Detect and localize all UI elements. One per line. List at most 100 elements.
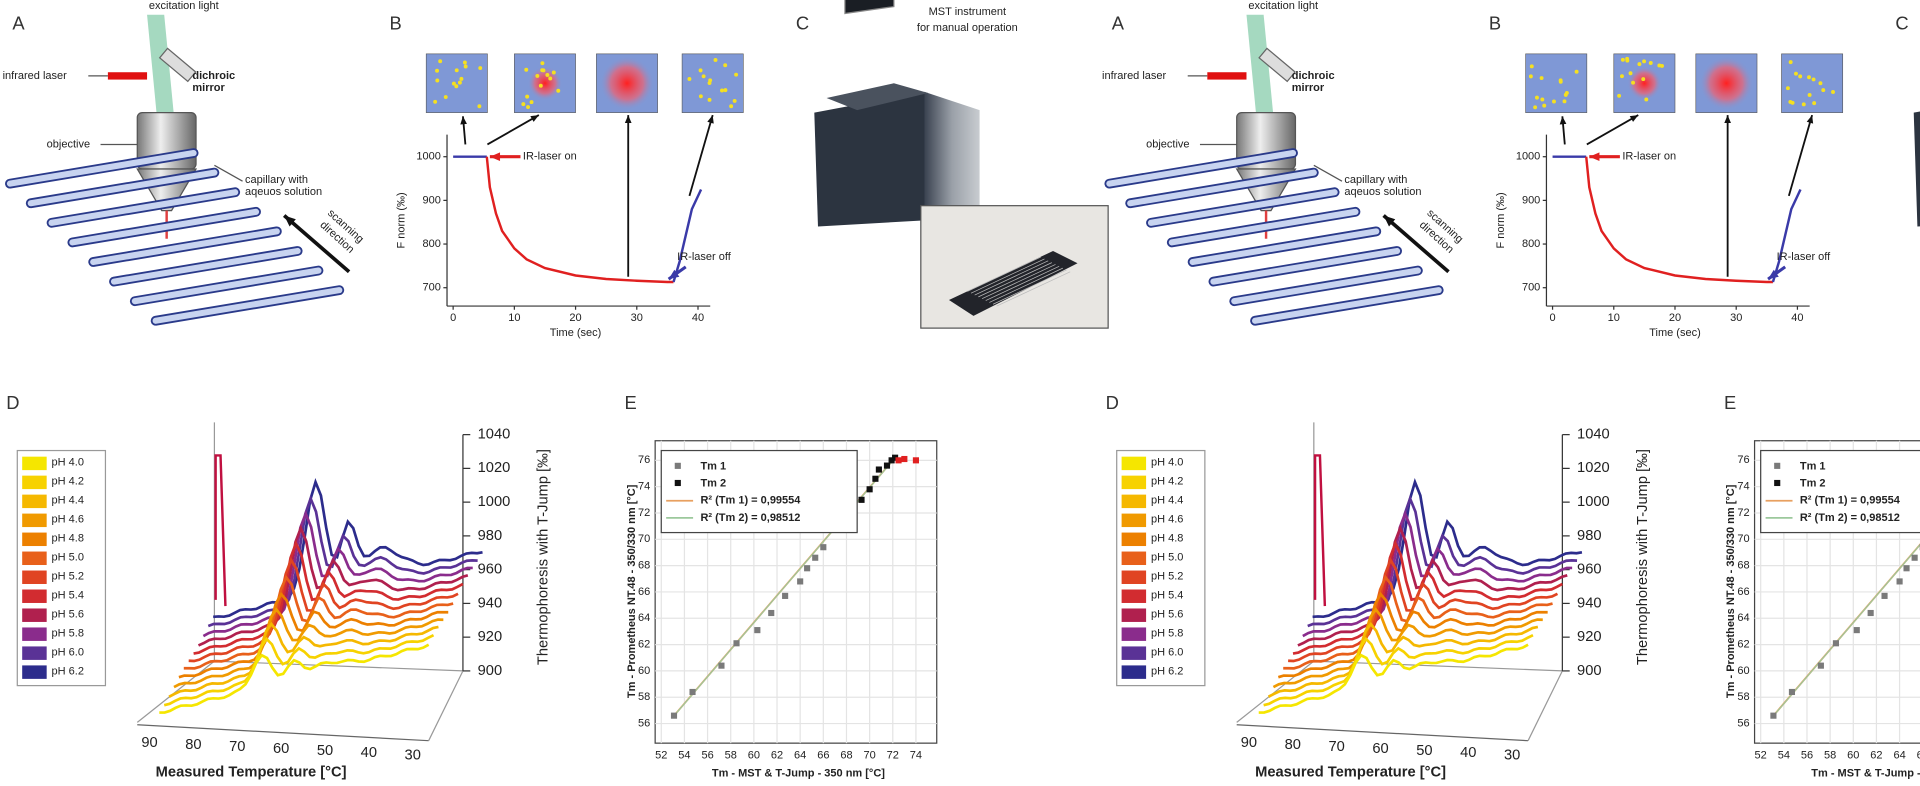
panel-label: A — [1112, 12, 1125, 33]
capillary-tray — [948, 250, 1078, 316]
molecule — [708, 78, 713, 83]
molecule — [454, 84, 459, 89]
molecule — [524, 67, 529, 72]
ph-curve — [1312, 478, 1583, 619]
legend-label: pH 5.8 — [52, 627, 84, 639]
legend-label: pH 5.2 — [52, 571, 84, 583]
x-tick-label: 50 — [1416, 743, 1432, 759]
signal-line — [672, 188, 703, 283]
legend-label: pH 4.4 — [52, 495, 84, 507]
y-tick-label: 70 — [638, 533, 650, 545]
y-axis-label: F norm (‰) — [1495, 192, 1507, 248]
legend-label: pH 4.8 — [1151, 533, 1183, 545]
x-tick-label: 30 — [1504, 747, 1520, 763]
label-mirror: dichroic — [1292, 70, 1335, 82]
x-tick-label: 10 — [1608, 312, 1620, 324]
y-tick-label: 70 — [1737, 533, 1749, 545]
molecule — [1558, 79, 1563, 84]
capillary-fill — [131, 267, 322, 305]
caption: MST instrument — [929, 6, 1006, 18]
panel-label: A — [12, 12, 25, 33]
annotation: IR-laser off — [677, 251, 732, 263]
spike — [214, 454, 227, 607]
y-tick-label: 66 — [1737, 586, 1749, 598]
legend-box — [1760, 449, 1920, 534]
molecule — [1534, 95, 1539, 100]
floor-axis — [1527, 670, 1563, 741]
legend-swatch — [1121, 646, 1147, 660]
laser-beam — [1207, 72, 1247, 80]
y-tick-label: 60 — [1737, 665, 1749, 677]
legend-swatch — [1121, 475, 1147, 490]
legend-label: Tm 1 — [1800, 460, 1826, 472]
x-tick-label: 40 — [361, 745, 377, 761]
molecule — [1539, 76, 1544, 80]
x-tick-label: 30 — [405, 747, 421, 763]
molecule — [1533, 105, 1538, 110]
z-tick-label: 1040 — [478, 427, 511, 443]
legend-swatch — [22, 627, 47, 641]
capillary-fill — [1210, 247, 1401, 285]
tray-capillary — [981, 264, 1056, 300]
y-tick-label: 800 — [1522, 238, 1540, 250]
molecule — [548, 76, 553, 81]
capillary-fill — [48, 189, 239, 226]
legend-label: pH 4.2 — [52, 476, 84, 488]
arrow-head — [489, 152, 501, 162]
data-point — [812, 554, 819, 561]
data-point — [883, 462, 891, 469]
z-axis-label: Thermophoresis with T-Jump [‰] — [1635, 449, 1651, 665]
z-tick-label: 1000 — [478, 494, 511, 510]
molecule — [477, 104, 482, 109]
molecule — [541, 68, 546, 73]
label-mirror: mirror — [1292, 82, 1325, 94]
legend-label: Tm 2 — [700, 478, 726, 490]
molecule — [1812, 101, 1817, 106]
legend-label: pH 5.2 — [1151, 571, 1183, 583]
capillary-fill — [1168, 208, 1359, 246]
z-tick-label: 1040 — [1577, 427, 1610, 443]
tray-capillary — [970, 258, 1045, 294]
arrow-head — [1768, 269, 1779, 280]
legend-swatch — [22, 532, 47, 547]
y-tick-label: 76 — [1737, 454, 1749, 466]
legend-label: pH 5.8 — [1151, 627, 1183, 639]
annotation: IR-laser on — [523, 151, 577, 163]
data-point — [1853, 627, 1860, 634]
tray-capillary — [974, 260, 1049, 296]
molecule — [1821, 88, 1826, 93]
x-tick-label: 52 — [655, 749, 667, 761]
molecule — [1642, 59, 1647, 64]
label-mirror: dichroic — [192, 70, 235, 82]
excitation-beam — [147, 14, 174, 117]
x-tick-label: 30 — [631, 312, 643, 324]
legend-swatch — [22, 570, 47, 584]
x-axis-label: Measured Temperature [°C] — [1255, 764, 1446, 780]
data-point — [820, 544, 827, 551]
tray-capillary — [996, 271, 1071, 307]
legend-swatch — [1121, 627, 1147, 641]
y-axis-label: Tm - Prometheus NT.48 - 350/330 nm [°C] — [1725, 484, 1737, 698]
arrow — [688, 114, 714, 197]
legend-label: R² (Tm 2) = 0,98512 — [700, 512, 800, 524]
legend-label: Tm 2 — [1800, 478, 1826, 490]
heat-spot — [1627, 66, 1662, 101]
data-point — [1881, 592, 1888, 599]
capillary-fill — [1231, 267, 1421, 305]
molecule — [729, 104, 734, 109]
x-tick-label: 60 — [273, 741, 289, 757]
tray-capillary — [989, 267, 1063, 303]
legend-swatch — [1121, 589, 1147, 603]
capillary-fill — [1251, 287, 1442, 324]
y-tick-label: 72 — [1737, 507, 1749, 519]
molecule — [1637, 62, 1642, 67]
molecule — [1785, 86, 1790, 91]
tray-capillary — [992, 269, 1067, 305]
legend-swatch — [1121, 532, 1147, 547]
molecule — [454, 68, 459, 73]
annotation: IR-laser off — [1777, 251, 1832, 263]
label-excitation: excitation light — [149, 0, 219, 12]
molecule — [462, 60, 467, 65]
